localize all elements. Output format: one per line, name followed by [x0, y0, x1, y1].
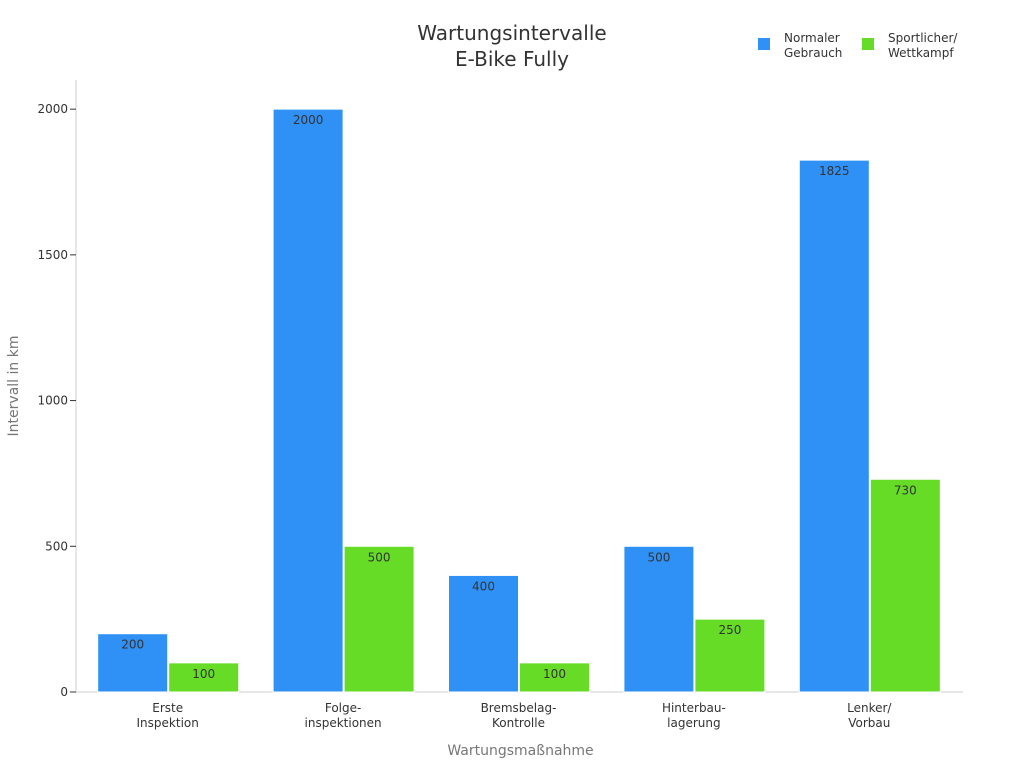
data-label: 250	[718, 623, 741, 637]
legend-label-0-line: Gebrauch	[784, 46, 842, 60]
y-tick-label: 500	[45, 539, 68, 553]
legend-swatch-1	[862, 38, 874, 50]
title-text-line: Wartungsintervalle	[417, 21, 606, 45]
title-text-line: E-Bike Fully	[455, 47, 569, 71]
data-label: 200	[121, 638, 144, 652]
x-tick-label: Folge-inspektionen	[305, 701, 382, 730]
y-axis-label: Intervall in km	[6, 336, 22, 437]
data-labels: 200 100 2000 500 400 100 500 250 1825 730	[121, 113, 917, 681]
chart-title: Wartungsintervalle E-Bike Fully	[417, 21, 606, 71]
bar-0-3	[623, 545, 695, 693]
x-tick-label-line: Vorbau	[848, 716, 890, 730]
legend-label-1: Sportlicher/Wettkampf	[888, 31, 958, 60]
x-tick-label-line: Erste	[152, 701, 183, 715]
title-text: Wartungsintervalle E-Bike Fully	[417, 21, 606, 71]
x-axis-label: Wartungsmaßnahme	[447, 743, 593, 759]
x-tick-label-line: Hinterbau-	[662, 701, 726, 715]
x-tick-label-line: Bremsbelag-	[481, 701, 557, 715]
bar-0-0	[97, 633, 169, 693]
data-label: 500	[368, 550, 391, 564]
x-tick-label: Erste Inspektion	[137, 701, 199, 730]
bar-1-2	[519, 662, 590, 693]
y-tick-label: 2000	[37, 102, 68, 116]
x-tick-label-line: Lenker/	[847, 701, 892, 715]
bar-0-1	[272, 108, 344, 693]
axes: 0 500 1000 1500 2000 Intervall in km Wartungsm…	[6, 80, 963, 759]
bar-1-0	[168, 662, 240, 693]
bar-1-3	[694, 618, 766, 693]
y-tick-label: 1500	[37, 248, 68, 262]
x-tick-label-line: inspektionen	[305, 716, 382, 730]
legend: Normaler Gebrauch Sportlicher/Wettkampf	[758, 31, 958, 60]
x-tick-label-line: Kontrolle	[492, 716, 545, 730]
bar-0-2	[448, 574, 519, 693]
x-tick-label: Lenker/Vorbau	[847, 701, 892, 730]
data-label: 100	[543, 667, 566, 681]
data-label: 1825	[819, 164, 850, 178]
bars	[97, 108, 941, 693]
legend-swatch-0	[758, 38, 770, 50]
data-label: 100	[192, 667, 215, 681]
data-label: 500	[647, 550, 670, 564]
x-tick-label: Hinterbau-lagerung	[662, 701, 726, 730]
bar-1-1	[343, 545, 415, 693]
legend-label-0: Normaler Gebrauch	[784, 31, 842, 60]
y-tick-label: 1000	[37, 394, 68, 408]
x-tick-label-line: lagerung	[667, 716, 720, 730]
data-label: 2000	[293, 113, 324, 127]
data-label: 730	[894, 483, 917, 497]
bar-0-4	[798, 159, 870, 693]
x-tick-label-line: Folge-	[325, 701, 361, 715]
x-tick-label: Bremsbelag-Kontrolle	[481, 701, 557, 730]
x-tick-label-line: Inspektion	[137, 716, 199, 730]
legend-label-1-line: Sportlicher/	[888, 31, 958, 45]
legend-label-0-line: Normaler	[784, 31, 840, 45]
bar-1-4	[869, 478, 941, 693]
y-tick-label: 0	[60, 685, 68, 699]
legend-label-1-line: Wettkampf	[888, 46, 954, 60]
data-label: 400	[472, 579, 495, 593]
